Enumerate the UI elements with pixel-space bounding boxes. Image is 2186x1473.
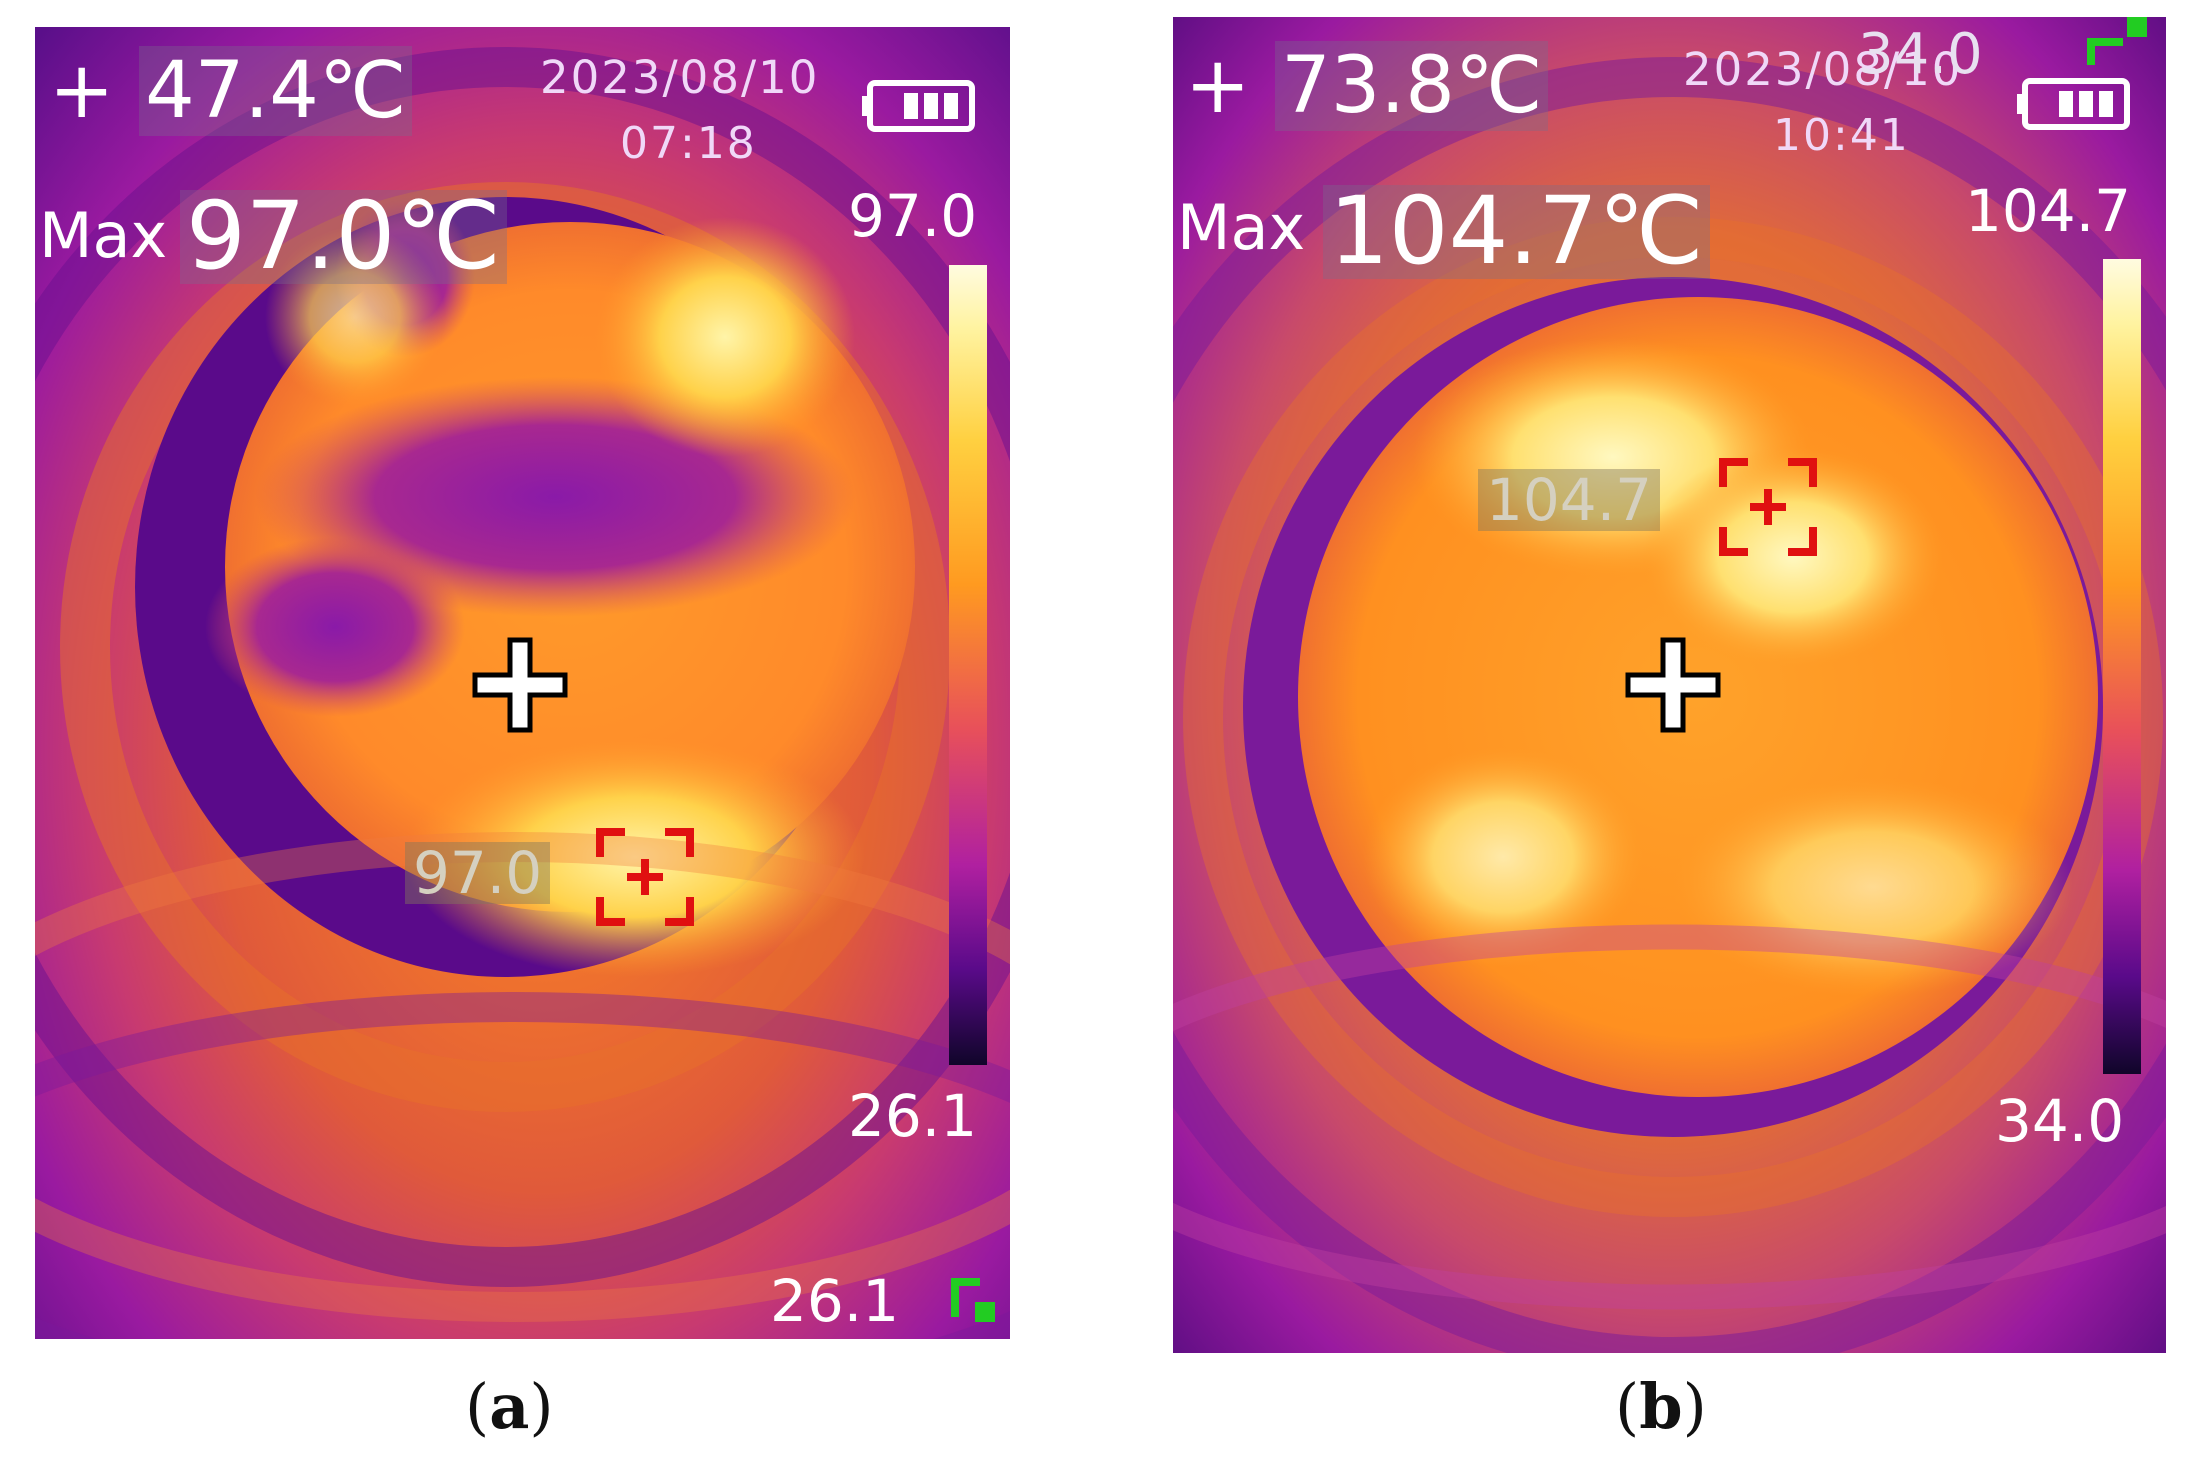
max-temp-value: 104.7℃ — [1323, 185, 1710, 279]
paren-open: ( — [465, 1370, 490, 1443]
corner-value: 26.1 — [770, 1267, 900, 1335]
thermal-image-b: + 73.8℃ 2023/08/10 10:41 34.0 Max 104.7℃… — [1173, 17, 2166, 1353]
paren-close: ) — [1682, 1370, 1707, 1443]
caption-letter: a — [489, 1370, 530, 1443]
top-corner-value: 34.0 — [1858, 22, 1983, 87]
scale-max-label: 97.0 — [848, 182, 978, 250]
corner-bracket-icon — [951, 1278, 995, 1322]
battery-icon — [2017, 78, 2130, 130]
battery-icon — [862, 80, 975, 132]
center-crosshair-icon — [1625, 637, 1721, 733]
spot-max-value: 104.7 — [1478, 469, 1661, 531]
max-spot-marker-icon — [596, 828, 694, 926]
max-spot-marker-icon — [1719, 458, 1817, 556]
time-text: 10:41 — [1773, 110, 1910, 161]
max-temp-value: 97.0℃ — [180, 190, 507, 284]
date-text: 2023/08/10 — [540, 51, 820, 104]
plus-symbol: + — [1185, 41, 1251, 131]
corner-bracket-icon — [2087, 17, 2147, 65]
scale-min-label: 26.1 — [848, 1082, 978, 1150]
date-text: 2023/08/10 — [1683, 43, 1963, 96]
time-text: 07:18 — [620, 118, 757, 169]
max-label: Max — [1177, 191, 1306, 264]
plus-symbol: + — [49, 46, 115, 136]
thermal-scene-a — [35, 27, 1010, 1339]
spot-max-value: 97.0 — [405, 842, 551, 904]
center-temp-readout: + 47.4℃ — [49, 46, 413, 136]
paren-close: ) — [529, 1370, 554, 1443]
center-temp-value: 73.8℃ — [1275, 41, 1549, 131]
color-scale-bar — [949, 265, 987, 1065]
center-temp-value: 47.4℃ — [139, 46, 413, 136]
paren-open: ( — [1615, 1370, 1640, 1443]
color-scale-bar — [2103, 259, 2141, 1074]
scale-min-label: 34.0 — [1995, 1087, 2125, 1155]
max-label: Max — [39, 199, 168, 272]
center-temp-readout: + 73.8℃ — [1185, 41, 1549, 131]
caption-a: (a) — [465, 1370, 554, 1443]
thermal-image-a: + 47.4℃ 2023/08/10 07:18 Max 97.0℃ 97.0 … — [35, 27, 1010, 1339]
caption-b: (b) — [1615, 1370, 1707, 1443]
caption-letter: b — [1639, 1370, 1683, 1443]
thermal-scene-b — [1173, 17, 2166, 1353]
center-crosshair-icon — [472, 637, 568, 733]
scale-max-label: 104.7 — [1965, 177, 2132, 245]
